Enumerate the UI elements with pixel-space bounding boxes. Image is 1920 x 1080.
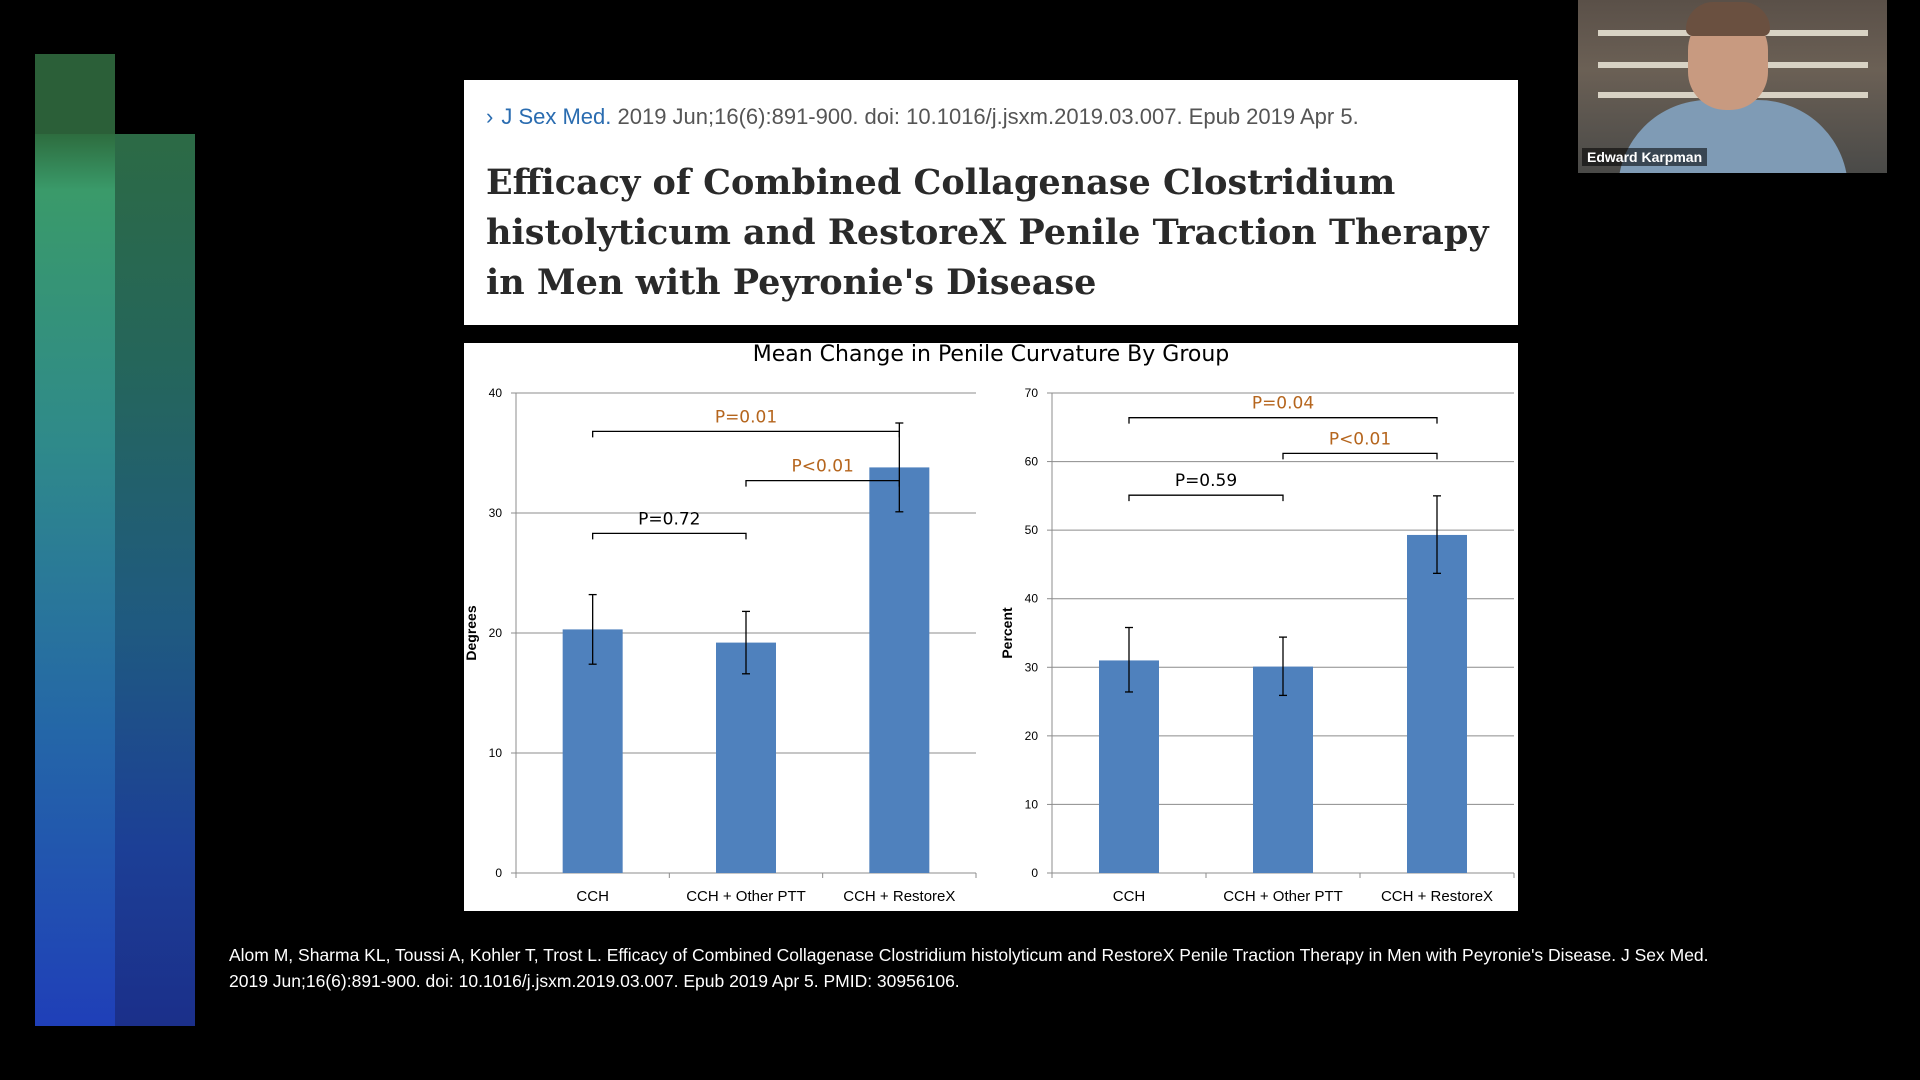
significance-bracket <box>592 532 747 540</box>
y-tick-label: 50 <box>1025 523 1039 537</box>
p-value-label: P<0.01 <box>791 457 853 477</box>
bar <box>869 467 930 873</box>
y-tick-label: 40 <box>1025 592 1039 606</box>
decorative-green-blue-bar <box>35 54 115 1026</box>
p-value-label: P<0.01 <box>1329 429 1391 449</box>
y-tick-label: 40 <box>489 386 503 400</box>
bar-charts: Mean Change in Penile Curvature By Group… <box>464 343 1515 905</box>
y-tick-label: 70 <box>1025 386 1039 400</box>
participant-name-tag: Edward Karpman <box>1582 148 1708 166</box>
significance-bracket <box>592 430 900 438</box>
bar <box>1253 666 1313 873</box>
citation-details: 2019 Jun;16(6):891-900. doi: 10.1016/j.j… <box>611 104 1359 129</box>
y-axis-label: Percent <box>999 607 1015 659</box>
bar <box>716 642 776 873</box>
p-value-label: P=0.72 <box>638 509 700 529</box>
y-tick-label: 30 <box>1025 660 1039 674</box>
category-label: CCH <box>1113 888 1146 905</box>
y-axis-label: Degrees <box>464 605 479 660</box>
significance-bracket <box>1128 417 1438 424</box>
footer-citation: Alom M, Sharma KL, Toussi A, Kohler T, T… <box>229 945 1709 991</box>
decorative-green-block <box>35 54 115 134</box>
p-value-label: P=0.59 <box>1175 471 1237 491</box>
chevron-right-icon: › <box>486 104 494 129</box>
webcam-video-tile[interactable]: Edward Karpman <box>1578 0 1887 173</box>
article-header-card: › J Sex Med. 2019 Jun;16(6):891-900. doi:… <box>464 80 1518 325</box>
chart-card: Mean Change in Penile Curvature By Group… <box>464 343 1518 911</box>
y-tick-label: 60 <box>1025 455 1039 469</box>
y-tick-label: 10 <box>1025 797 1039 811</box>
bar <box>1407 534 1467 873</box>
chart-degrees: 0 10 20 30 40 Degrees CCH CCH + Other PTT CCH + … <box>464 386 977 905</box>
chart-title: Mean Change in Penile Curvature By Group <box>753 343 1230 367</box>
category-label: CCH <box>576 888 609 905</box>
category-label: CCH + RestoreX <box>843 888 955 905</box>
journal-citation-line: › J Sex Med. 2019 Jun;16(6):891-900. doi:… <box>486 104 1359 130</box>
significance-bracket <box>1128 494 1284 502</box>
decorative-teal-blue-bar <box>115 134 195 1026</box>
journal-link[interactable]: J Sex Med. <box>501 104 612 129</box>
y-tick-label: 20 <box>1025 729 1039 743</box>
category-label: CCH + Other PTT <box>686 888 806 905</box>
y-tick-label: 30 <box>489 506 503 520</box>
p-value-label: P=0.01 <box>715 407 777 427</box>
category-label: CCH + RestoreX <box>1381 888 1493 905</box>
p-value-label: P=0.04 <box>1252 394 1314 414</box>
bar <box>1099 660 1159 873</box>
participant-hair <box>1686 2 1770 36</box>
y-tick-label: 10 <box>489 746 503 760</box>
significance-bracket <box>745 479 900 487</box>
chart-percent: 0 10 20 30 40 50 60 70 Percent CCH CCH + Other PTT… <box>999 386 1515 905</box>
category-label: CCH + Other PTT <box>1223 888 1343 905</box>
article-title: Efficacy of Combined Collagenase Clostri… <box>486 162 1489 303</box>
y-tick-label: 20 <box>489 626 503 640</box>
y-tick-label: 0 <box>495 866 502 880</box>
y-tick-label: 0 <box>1031 866 1038 880</box>
significance-bracket <box>1282 452 1438 460</box>
bar <box>562 629 623 873</box>
